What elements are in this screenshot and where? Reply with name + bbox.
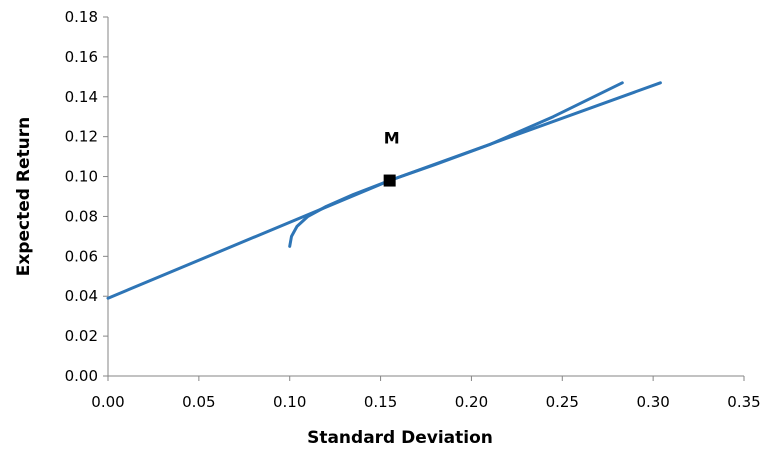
- axes: 0.00 0.02 0.04 0.06 0.08 0.10 0.12 0.14 0.16 0.18…: [65, 8, 761, 411]
- point-marker-m: [383, 174, 396, 187]
- series-line-2: [288, 81, 624, 248]
- y-tick-label: 0.14: [65, 88, 98, 106]
- y-tick-label: 0.00: [65, 367, 98, 385]
- x-axis-title: Standard Deviation: [307, 428, 493, 448]
- y-tick-label: 0.04: [65, 287, 98, 305]
- x-tick-label: 0.30: [636, 393, 669, 411]
- x-tick-label: 0.25: [546, 393, 579, 411]
- y-tick-label: 0.18: [65, 8, 98, 26]
- point-label-m: M: [384, 129, 400, 148]
- y-tick-label: 0.16: [65, 48, 98, 66]
- x-tick-label: 0.05: [182, 393, 215, 411]
- x-tick-label: 0.20: [455, 393, 488, 411]
- y-axis-title: Expected Return: [14, 117, 34, 276]
- y-tick-label: 0.10: [65, 168, 98, 186]
- markers-group: M: [383, 129, 400, 187]
- series-group: [106, 81, 662, 300]
- y-tick-label: 0.06: [65, 247, 98, 265]
- x-tick-label: 0.15: [364, 393, 397, 411]
- y-tick-label: 0.08: [65, 207, 98, 225]
- x-tick-label: 0.00: [91, 393, 124, 411]
- series-line-1: [106, 81, 662, 300]
- x-tick-label: 0.10: [273, 393, 306, 411]
- y-tick-label: 0.02: [65, 327, 98, 345]
- x-tick-label: 0.35: [727, 393, 760, 411]
- y-tick-label: 0.12: [65, 128, 98, 146]
